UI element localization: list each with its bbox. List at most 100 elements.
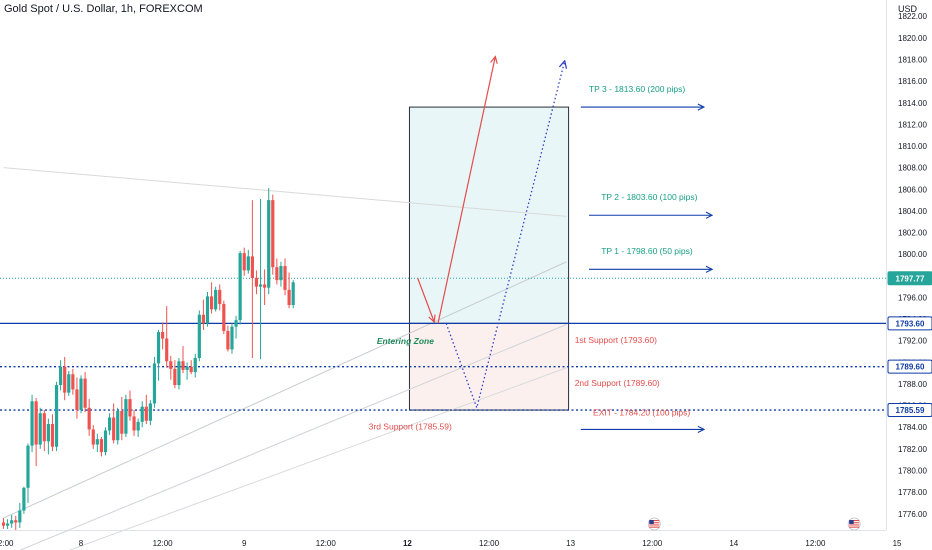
candle (50, 414, 55, 452)
candle (156, 329, 161, 381)
candle (250, 200, 254, 359)
candle-body (42, 413, 46, 442)
candle (283, 258, 287, 296)
candle-body (214, 289, 218, 310)
candle (181, 346, 185, 374)
candle (103, 427, 108, 456)
candle-body (63, 366, 67, 393)
candle-body (75, 389, 79, 410)
candle-body (59, 366, 63, 386)
price-tick-label: 1804.00 (898, 207, 927, 216)
candle (238, 250, 242, 325)
flag-stripe (649, 526, 660, 528)
price-badge-bg (887, 271, 932, 286)
candle (214, 286, 218, 312)
candle-body (181, 361, 185, 370)
candle-body (120, 411, 124, 434)
candle (116, 407, 120, 445)
price-tick-label: 1784.00 (898, 423, 927, 432)
candle (197, 310, 201, 362)
candle-body (271, 200, 275, 268)
price-badge-bg (887, 316, 932, 331)
trend-line (19, 324, 567, 550)
currency-label: USD (898, 4, 918, 14)
candle-body (38, 413, 42, 445)
candle-body (250, 256, 254, 278)
candle (173, 360, 177, 389)
candle-body (26, 445, 30, 488)
time-tick-label: 12:00 (0, 539, 14, 548)
candle-body (283, 266, 287, 290)
candle-body (275, 267, 279, 281)
time-tick-label: 12:00 (153, 539, 174, 548)
trend-line (3, 167, 567, 217)
annotation-label: Entering Zone (377, 336, 434, 346)
candle-body (1, 522, 6, 526)
price-tick-label: 1822.00 (898, 12, 927, 21)
candle (287, 272, 291, 309)
candle (67, 371, 71, 396)
candle (161, 322, 165, 350)
price-badge-bg (887, 403, 932, 418)
candle-body (242, 253, 246, 271)
candle-body (91, 429, 95, 445)
candle-body (209, 296, 214, 310)
candle (124, 394, 128, 437)
candle (152, 356, 157, 408)
candle-body (230, 326, 234, 350)
candle-body (107, 417, 112, 431)
candle-body (226, 330, 230, 350)
price-tick-label: 1792.00 (898, 337, 927, 346)
price-badge-bg (887, 359, 932, 374)
annotation-label: 2nd Support (1789.60) (575, 378, 660, 388)
candle-body (10, 520, 14, 524)
candle (87, 399, 91, 436)
candle-body (169, 361, 173, 369)
candle-body (201, 314, 206, 324)
us-flag-icon (847, 517, 861, 531)
symbol-title: Gold Spot / U.S. Dollar, 1h, FOREXCOM (4, 3, 203, 15)
candle-body (152, 363, 157, 404)
candle-body (246, 256, 250, 271)
candle (22, 486, 26, 514)
candle-body (234, 320, 238, 327)
candle-body (291, 282, 295, 306)
candle (63, 356, 67, 401)
candle-body (263, 284, 267, 288)
flag-stripe (849, 520, 860, 522)
candle-body (161, 332, 165, 339)
candle-body (156, 332, 161, 364)
price-tick-label: 1800.00 (898, 250, 927, 259)
time-tick-label: 13 (566, 539, 575, 548)
price-tick-label: 1810.00 (898, 142, 927, 151)
projection-arrow (437, 57, 495, 324)
flag-stripe (849, 524, 860, 526)
candle-body (258, 284, 263, 287)
candle-body (124, 399, 128, 434)
candle (205, 292, 210, 327)
candle-body (18, 510, 22, 523)
annotation-label: 3rd Support (1785.59) (369, 421, 452, 431)
candle (185, 362, 189, 380)
candle-body (87, 407, 91, 430)
candle-body (99, 439, 104, 453)
annotation-label: EXIT - 1784.20 (100 pips) (593, 407, 690, 417)
candle-body (254, 277, 259, 287)
price-tick-label: 1782.00 (898, 445, 927, 454)
candle (218, 284, 222, 311)
price-badge-label: 1793.60 (896, 319, 925, 328)
candle (99, 436, 104, 457)
candle (26, 443, 30, 503)
candle (128, 390, 132, 421)
candle (263, 269, 267, 306)
candle (59, 360, 63, 391)
candle-body (140, 406, 144, 422)
candle (79, 375, 83, 414)
candle-body (71, 374, 75, 390)
price-tick-label: 1814.00 (898, 99, 927, 108)
price-badge: 1789.60 (887, 359, 932, 374)
candle-body (34, 401, 38, 445)
candle (254, 270, 259, 295)
